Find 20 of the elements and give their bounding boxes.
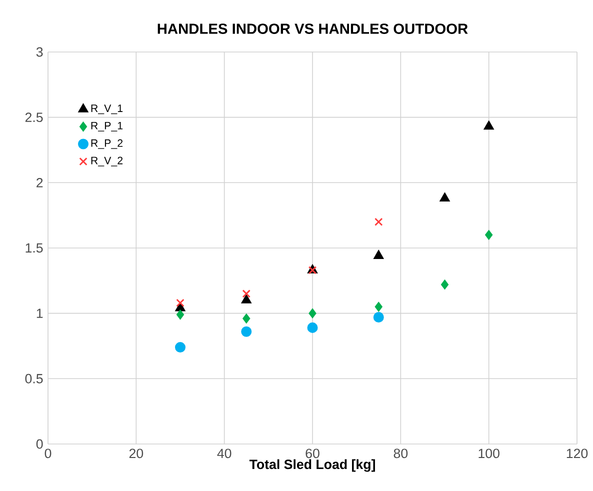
- x-tick-label: 20: [129, 448, 144, 458]
- legend-label: R_P_2: [91, 139, 123, 149]
- x-axis-title: Total Sled Load [kg]: [249, 459, 375, 472]
- y-tick-label: 2.5: [25, 112, 43, 122]
- x-tick-label: 100: [478, 448, 500, 458]
- y-tick-label: 3: [36, 47, 43, 57]
- x-tick-label: 80: [394, 448, 408, 458]
- legend-label: R_P_1: [91, 122, 123, 132]
- chart-title: HANDLES INDOOR VS HANDLES OUTDOOR: [158, 24, 468, 34]
- legend-label: R_V_1: [91, 104, 123, 114]
- y-tick-label: 1: [36, 308, 43, 318]
- x-tick-label: 40: [217, 448, 232, 458]
- y-tick-label: 0: [36, 439, 43, 449]
- x-tick-label: 60: [306, 448, 320, 458]
- y-tick-label: 1.5: [26, 243, 43, 253]
- y-tick-label: 0.5: [25, 374, 43, 384]
- legend-label: R_V_2: [91, 156, 123, 166]
- y-tick-label: 2: [36, 178, 43, 188]
- x-tick-label: 120: [566, 448, 588, 458]
- x-tick-label: 0: [44, 448, 52, 458]
